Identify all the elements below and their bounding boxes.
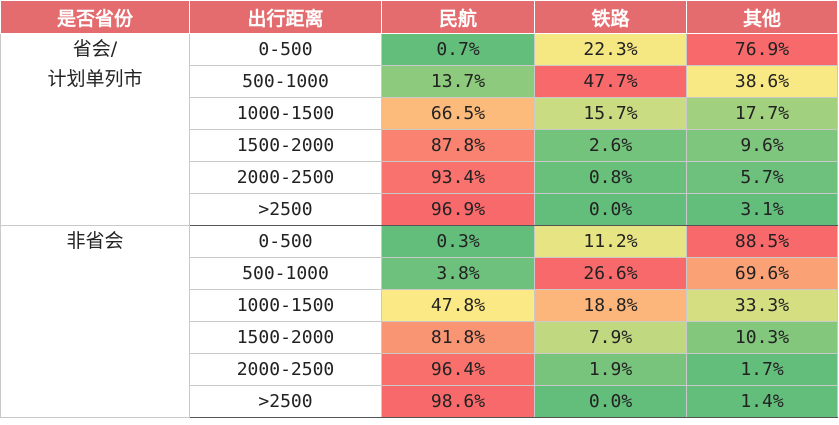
table-row: 1500-2000 81.8% 7.9% 10.3% xyxy=(1,321,838,354)
rail-share-cell: 15.7% xyxy=(534,97,687,130)
table-row: 省会/计划单列市 0-500 0.7% 22.3% 76.9% xyxy=(0,33,838,226)
table-body: 省会/计划单列市 0-500 0.7% 22.3% 76.9% 500-1000 13.7%… xyxy=(0,33,838,418)
group-label-cell: 省会/计划单列市 xyxy=(0,33,190,226)
rail-share-cell: 1.9% xyxy=(534,353,687,386)
air-share-cell: 3.8% xyxy=(381,257,535,290)
other-share-cell: 1.7% xyxy=(686,353,838,386)
table-row: 2000-2500 93.4% 0.8% 5.7% xyxy=(1,161,838,194)
table-row: 500-1000 3.8% 26.6% 69.6% xyxy=(1,257,838,290)
rail-share-cell: 11.2% xyxy=(534,225,687,258)
header-province: 是否省份 xyxy=(0,0,190,34)
table-row: 1000-1500 47.8% 18.8% 33.3% xyxy=(1,289,838,322)
other-share-cell: 10.3% xyxy=(686,321,838,354)
air-share-cell: 98.6% xyxy=(381,385,535,418)
distance-range-cell: 500-1000 xyxy=(189,65,382,98)
table-row: 1000-1500 66.5% 15.7% 17.7% xyxy=(1,97,838,130)
other-share-cell: 17.7% xyxy=(686,97,838,130)
other-share-cell: 88.5% xyxy=(686,225,838,258)
other-share-cell: 76.9% xyxy=(686,33,838,66)
other-share-cell: 38.6% xyxy=(686,65,838,98)
air-share-cell: 93.4% xyxy=(381,161,535,194)
rail-share-cell: 26.6% xyxy=(534,257,687,290)
header-distance: 出行距离 xyxy=(189,0,382,34)
air-share-cell: 87.8% xyxy=(381,129,535,162)
group-label-line: 省会/ xyxy=(72,38,118,60)
air-share-cell: 66.5% xyxy=(381,97,535,130)
table-row: >2500 98.6% 0.0% 1.4% xyxy=(1,385,838,418)
rail-share-cell: 47.7% xyxy=(534,65,687,98)
header-air: 民航 xyxy=(381,0,535,34)
table-row: 500-1000 13.7% 47.7% 38.6% xyxy=(1,65,838,98)
group-label-line: 非省会 xyxy=(66,230,124,252)
other-share-cell: 3.1% xyxy=(686,193,838,226)
distance-range-cell: 2000-2500 xyxy=(189,161,382,194)
distance-range-cell: 1000-1500 xyxy=(189,289,382,322)
rail-share-cell: 22.3% xyxy=(534,33,687,66)
distance-range-cell: >2500 xyxy=(189,193,382,226)
distance-range-cell: 0-500 xyxy=(189,225,382,258)
air-share-cell: 47.8% xyxy=(381,289,535,322)
other-share-cell: 5.7% xyxy=(686,161,838,194)
air-share-cell: 0.3% xyxy=(381,225,535,258)
distance-range-cell: 500-1000 xyxy=(189,257,382,290)
air-share-cell: 0.7% xyxy=(381,33,535,66)
table-row: 2000-2500 96.4% 1.9% 1.7% xyxy=(1,353,838,386)
other-share-cell: 9.6% xyxy=(686,129,838,162)
table-row: 1500-2000 87.8% 2.6% 9.6% xyxy=(1,129,838,162)
header-rail: 铁路 xyxy=(534,0,687,34)
air-share-cell: 13.7% xyxy=(381,65,535,98)
group-label-line: 计划单列市 xyxy=(47,68,143,90)
header-other: 其他 xyxy=(686,0,838,34)
other-share-cell: 33.3% xyxy=(686,289,838,322)
air-share-cell: 96.9% xyxy=(381,193,535,226)
distance-range-cell: 1000-1500 xyxy=(189,97,382,130)
air-share-cell: 96.4% xyxy=(381,353,535,386)
distance-range-cell: >2500 xyxy=(189,385,382,418)
header-row: 是否省份 出行距离 民航 铁路 其他 xyxy=(0,0,838,34)
rail-share-cell: 0.0% xyxy=(534,193,687,226)
distance-range-cell: 0-500 xyxy=(189,33,382,66)
group-label-cell: 非省会 xyxy=(0,225,190,418)
other-share-cell: 69.6% xyxy=(686,257,838,290)
air-share-cell: 81.8% xyxy=(381,321,535,354)
rail-share-cell: 18.8% xyxy=(534,289,687,322)
distance-range-cell: 2000-2500 xyxy=(189,353,382,386)
other-share-cell: 1.4% xyxy=(686,385,838,418)
table-row: 非省会 0-500 0.3% 11.2% 88.5% xyxy=(0,225,838,418)
rail-share-cell: 0.8% xyxy=(534,161,687,194)
rail-share-cell: 7.9% xyxy=(534,321,687,354)
distance-range-cell: 1500-2000 xyxy=(189,129,382,162)
rail-share-cell: 2.6% xyxy=(534,129,687,162)
distance-range-cell: 1500-2000 xyxy=(189,321,382,354)
rail-share-cell: 0.0% xyxy=(534,385,687,418)
